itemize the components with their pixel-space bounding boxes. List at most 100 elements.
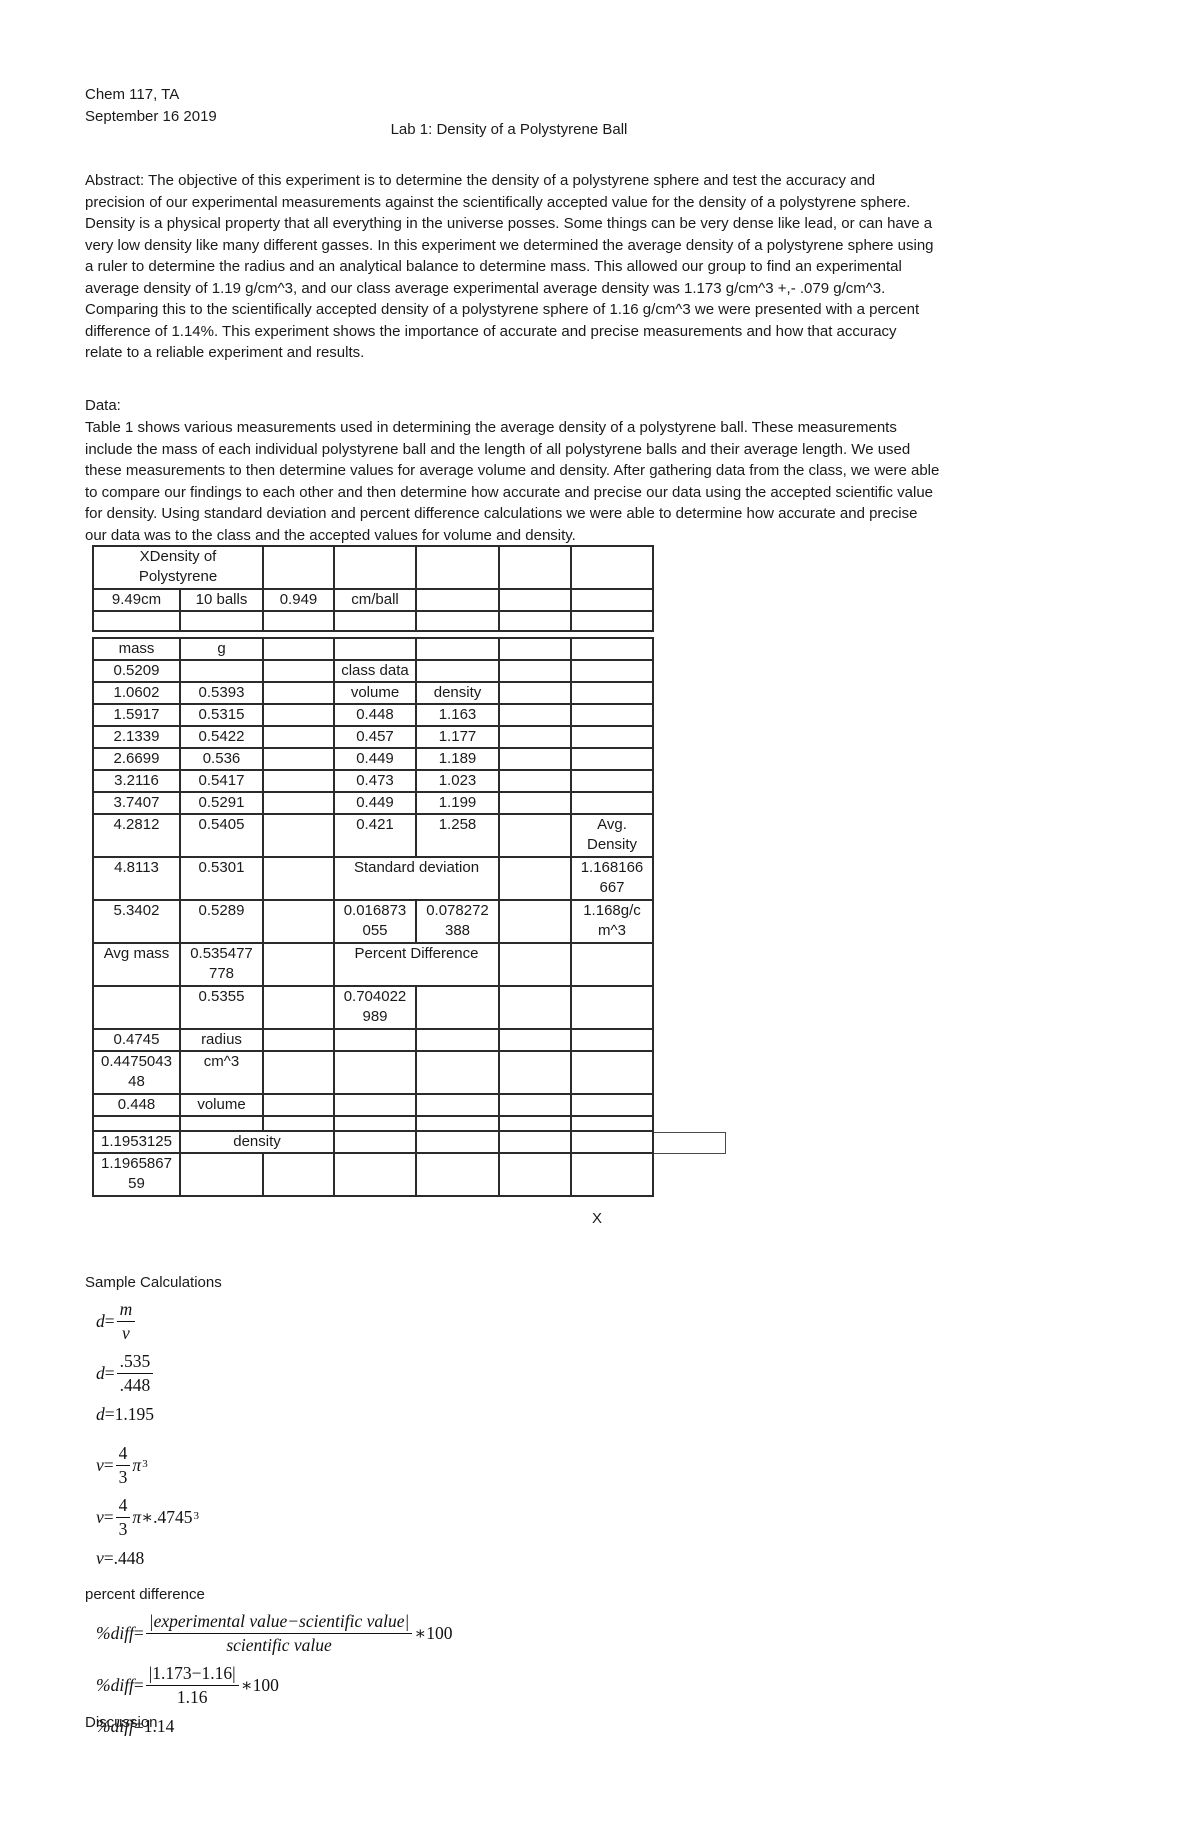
table-cell: 1.0602 bbox=[94, 683, 181, 705]
table-cell: 4.8113 bbox=[94, 858, 181, 901]
table-row: 3.2116 0.5417 0.473 1.023 bbox=[94, 771, 654, 793]
table-cell bbox=[417, 987, 500, 1030]
table-cell bbox=[417, 590, 500, 612]
results-table-header-section: XDensity of Polystyrene 9.49cm 10 balls 0.9… bbox=[92, 545, 654, 632]
table-cell bbox=[264, 661, 335, 683]
table-cell: 0.4475043 48 bbox=[94, 1052, 181, 1095]
table-cell bbox=[417, 1095, 500, 1117]
table-cell: 1.5917 bbox=[94, 705, 181, 727]
table-cell: 0.449 bbox=[335, 793, 417, 815]
stray-x-mark: X bbox=[592, 1210, 603, 1227]
table-cell bbox=[572, 771, 654, 793]
results-table: XDensity of Polystyrene 9.49cm 10 balls 0.9… bbox=[92, 545, 822, 1197]
table-cell bbox=[500, 590, 572, 612]
table-cell: class data bbox=[335, 661, 417, 683]
table-cell bbox=[572, 944, 654, 987]
table-cell bbox=[417, 1154, 500, 1197]
table-cell: cm^3 bbox=[181, 1052, 264, 1095]
page-title: Lab 1: Density of a Polystyrene Ball bbox=[390, 121, 628, 138]
table-row: 2.6699 0.536 0.449 1.189 bbox=[94, 749, 654, 771]
table-cell bbox=[500, 987, 572, 1030]
table-cell bbox=[500, 727, 572, 749]
fraction: |experimental value−scientific value| sci… bbox=[145, 1611, 413, 1656]
table-cell bbox=[572, 590, 654, 612]
table-cell: density bbox=[181, 1132, 335, 1154]
table-cell bbox=[572, 639, 654, 661]
table-cell: 1.168g/c m^3 bbox=[572, 901, 654, 944]
table-cell bbox=[335, 547, 417, 590]
table-cell bbox=[500, 1052, 572, 1095]
table-row: 1.5917 0.5315 0.448 1.163 bbox=[94, 705, 654, 727]
table-cell bbox=[572, 547, 654, 590]
percent-difference-heading: percent difference bbox=[85, 1586, 205, 1603]
table-row: 1.0602 0.5393 volume density bbox=[94, 683, 654, 705]
table-cell: 0.5291 bbox=[181, 793, 264, 815]
table-cell: 0.535477 778 bbox=[181, 944, 264, 987]
table-cell: 1.1953125 bbox=[94, 1132, 181, 1154]
data-section-heading: Data: bbox=[85, 397, 121, 414]
table-cell: 1.199 bbox=[417, 793, 500, 815]
table-cell bbox=[572, 727, 654, 749]
table-cell bbox=[572, 661, 654, 683]
table-cell: Avg. Density bbox=[572, 815, 654, 858]
table-cell bbox=[417, 1030, 500, 1052]
table-cell bbox=[500, 901, 572, 944]
document-header: Chem 117, TA September 16 2019 bbox=[85, 84, 217, 127]
density-result: d =1.195 bbox=[96, 1403, 154, 1424]
exponent: 3 bbox=[193, 1509, 199, 1522]
volume-definition: v = 4 3 π 3 bbox=[96, 1443, 148, 1488]
table-cell bbox=[181, 1154, 264, 1197]
table-cell bbox=[500, 858, 572, 901]
table-cell: Standard deviation bbox=[335, 858, 500, 901]
table-row: XDensity of Polystyrene bbox=[94, 547, 654, 590]
table-cell bbox=[264, 771, 335, 793]
fraction: .535.448 bbox=[116, 1351, 154, 1396]
table-cell bbox=[417, 1117, 500, 1132]
percent-difference-substitution: %diff = |1.173−1.16| 1.16 ∗100 bbox=[96, 1663, 279, 1707]
overflow-cell-box bbox=[654, 1132, 726, 1154]
table-cell: 0.5301 bbox=[181, 858, 264, 901]
table-cell bbox=[264, 901, 335, 944]
table-cell: 3.2116 bbox=[94, 771, 181, 793]
volume-result: v =.448 bbox=[96, 1547, 145, 1568]
table-cell bbox=[335, 639, 417, 661]
table-cell bbox=[264, 793, 335, 815]
results-table-main-section: mass g 0.5209 class data 1.0602 0.5393 volume d… bbox=[92, 637, 654, 1197]
table-cell: g bbox=[181, 639, 264, 661]
table-row: 0.4475043 48 cm^3 bbox=[94, 1052, 654, 1095]
table-cell bbox=[500, 547, 572, 590]
table-cell: 0.536 bbox=[181, 749, 264, 771]
table-cell bbox=[500, 815, 572, 858]
table-cell bbox=[500, 1132, 572, 1154]
table-row: 9.49cm 10 balls 0.949 cm/ball bbox=[94, 590, 654, 612]
table-cell bbox=[572, 987, 654, 1030]
table-row: 5.3402 0.5289 0.016873 055 0.078272 388 1.16… bbox=[94, 901, 654, 944]
table-cell: Percent Difference bbox=[335, 944, 500, 987]
table-row: 1.1965867 59 bbox=[94, 1154, 654, 1197]
table-cell bbox=[417, 1052, 500, 1095]
table-cell bbox=[572, 612, 654, 632]
table-cell: 0.5355 bbox=[181, 987, 264, 1030]
table-cell: 0.5209 bbox=[94, 661, 181, 683]
table-cell bbox=[572, 705, 654, 727]
table-cell bbox=[572, 749, 654, 771]
table-cell bbox=[264, 1052, 335, 1095]
table-cell bbox=[572, 1052, 654, 1095]
table-cell bbox=[417, 1132, 500, 1154]
table-cell bbox=[500, 683, 572, 705]
table-cell: 0.449 bbox=[335, 749, 417, 771]
table-cell: radius bbox=[181, 1030, 264, 1052]
table-cell: 10 balls bbox=[181, 590, 264, 612]
table-cell: density bbox=[417, 683, 500, 705]
sample-calculations-section: Sample Calculations d = m v d = .535.448 d =1.19… bbox=[85, 1272, 685, 1743]
percent-difference-formula-group: %diff = |experimental value−scientific val… bbox=[85, 1610, 685, 1738]
table-cell bbox=[500, 661, 572, 683]
table-row: 0.5355 0.704022 989 bbox=[94, 987, 654, 1030]
abstract-paragraph: Abstract: The objective of this experime… bbox=[85, 172, 934, 361]
density-definition: d = m v bbox=[96, 1298, 685, 1345]
percent-difference-definition: %diff = |experimental value−scientific val… bbox=[96, 1611, 453, 1656]
data-section-paragraph: Table 1 shows various measurements used … bbox=[85, 419, 940, 544]
